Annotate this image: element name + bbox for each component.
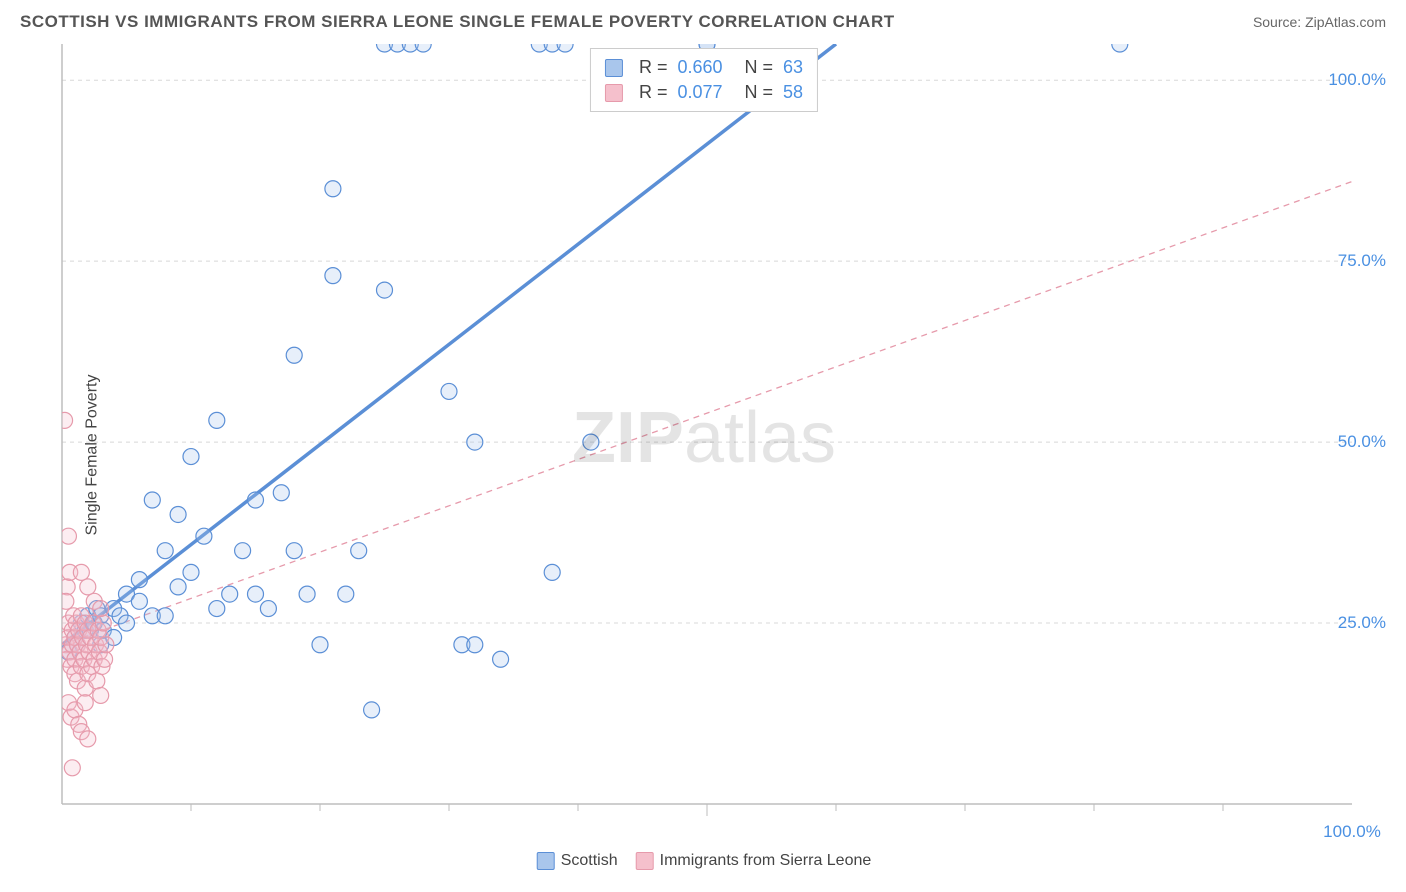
source-attribution: Source: ZipAtlas.com bbox=[1253, 14, 1386, 30]
y-tick-label: 0.0% bbox=[0, 820, 721, 840]
legend-bottom: Scottish Immigrants from Sierra Leone bbox=[537, 852, 872, 870]
stats-r-value: 0.660 bbox=[677, 57, 722, 78]
stats-n-label: N = bbox=[745, 57, 774, 78]
legend-item: Immigrants from Sierra Leone bbox=[636, 852, 872, 870]
legend-swatch bbox=[537, 852, 555, 870]
stats-n-value: 58 bbox=[783, 82, 803, 103]
stats-n-label: N = bbox=[745, 82, 774, 103]
stats-legend: R = 0.660 N = 63 R = 0.077 N = 58 bbox=[590, 48, 818, 112]
source-label: Source: bbox=[1253, 14, 1305, 30]
stats-swatch bbox=[605, 59, 623, 77]
x-tick-label: 100.0% bbox=[1323, 822, 1381, 842]
chart-container: Single Female Poverty ZIPatlas R = 0.660… bbox=[14, 40, 1394, 870]
scatter-chart bbox=[14, 40, 1394, 840]
stats-swatch bbox=[605, 84, 623, 102]
legend-item: Scottish bbox=[537, 852, 618, 870]
stats-n-value: 63 bbox=[783, 57, 803, 78]
source-name: ZipAtlas.com bbox=[1305, 14, 1386, 30]
y-tick-label: 25.0% bbox=[1338, 613, 1386, 633]
y-axis-label: Single Female Poverty bbox=[83, 375, 101, 536]
stats-r-value: 0.077 bbox=[677, 82, 722, 103]
stats-r-label: R = bbox=[639, 57, 668, 78]
y-tick-label: 100.0% bbox=[1328, 70, 1386, 90]
chart-title: SCOTTISH VS IMMIGRANTS FROM SIERRA LEONE… bbox=[20, 12, 895, 32]
stats-r-label: R = bbox=[639, 82, 668, 103]
legend-label: Scottish bbox=[561, 852, 618, 869]
legend-label: Immigrants from Sierra Leone bbox=[660, 852, 872, 869]
legend-swatch bbox=[636, 852, 654, 870]
stats-row: R = 0.077 N = 58 bbox=[605, 80, 803, 105]
stats-row: R = 0.660 N = 63 bbox=[605, 55, 803, 80]
y-tick-label: 75.0% bbox=[1338, 251, 1386, 271]
y-tick-label: 50.0% bbox=[1338, 432, 1386, 452]
